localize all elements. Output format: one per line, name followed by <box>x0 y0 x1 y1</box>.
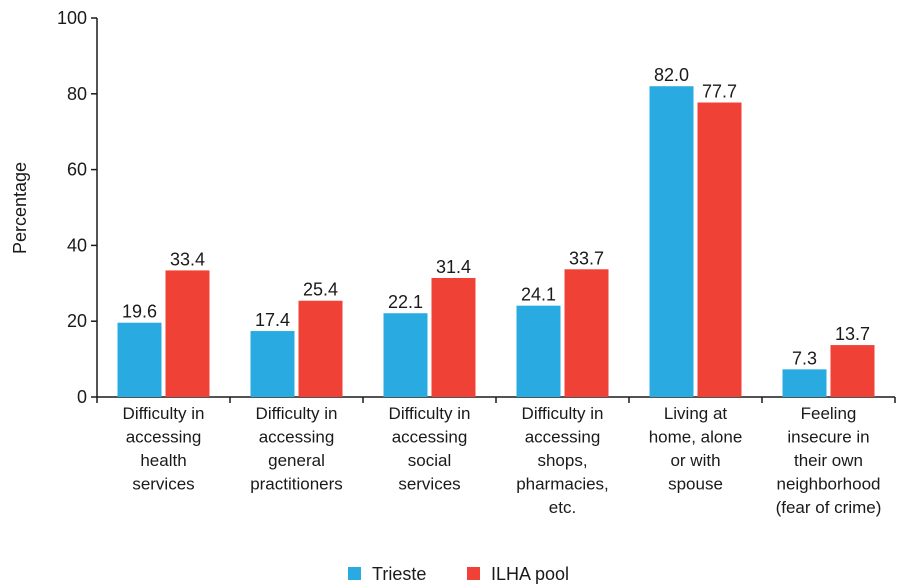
x-category-label-line: social <box>408 451 451 470</box>
x-category-label-line: their own <box>794 451 863 470</box>
bar <box>165 270 210 397</box>
x-category-label: Living at home, alone or with spouse <box>649 404 743 494</box>
y-axis-title: Percentage <box>10 162 30 254</box>
y-tick-label: 40 <box>67 235 87 255</box>
x-category-label-line: Living at <box>664 404 728 423</box>
x-category-label-line: insecure in <box>787 428 869 447</box>
x-category-label-line: general <box>268 451 325 470</box>
x-category-label-line: accessing <box>259 428 335 447</box>
bar <box>649 86 694 397</box>
x-category-label-line: Difficulty in <box>522 404 604 423</box>
bar <box>250 331 295 397</box>
x-category-label-line: Difficulty in <box>123 404 205 423</box>
x-category-label-line: health <box>140 451 186 470</box>
bar <box>383 313 428 397</box>
legend-label: Trieste <box>372 564 426 584</box>
x-category-label-line: or with <box>670 451 720 470</box>
plot-area: 0 20 40 60 80 100 19.6 33.4 Difficulty in accessi… <box>57 8 896 517</box>
y-tick-label: 60 <box>67 160 87 180</box>
data-label: 13.7 <box>835 324 870 344</box>
x-category-label: Feeling insecure in their own neighborhood (… <box>776 404 882 517</box>
data-label: 82.0 <box>654 65 689 85</box>
bar <box>564 269 609 397</box>
x-category-label-line: shops, <box>537 451 587 470</box>
data-label: 19.6 <box>122 302 157 322</box>
x-category-label-line: spouse <box>668 475 723 494</box>
x-category-label-line: (fear of crime) <box>776 498 882 517</box>
data-label: 31.4 <box>436 257 471 277</box>
x-category-label-line: accessing <box>392 428 468 447</box>
y-tick-label: 80 <box>67 84 87 104</box>
bar <box>117 322 162 397</box>
data-label: 25.4 <box>303 280 338 300</box>
bar <box>782 369 827 397</box>
data-label: 77.7 <box>702 82 737 102</box>
legend-swatch <box>467 567 480 580</box>
x-category-label-line: Difficulty in <box>389 404 471 423</box>
x-category-label-line: accessing <box>126 428 202 447</box>
x-category-label-line: pharmacies, <box>516 475 609 494</box>
x-category-label-line: Feeling <box>801 404 857 423</box>
legend: Trieste ILHA pool <box>348 564 569 584</box>
x-category-label-line: accessing <box>525 428 601 447</box>
legend-swatch <box>348 567 361 580</box>
legend-label: ILHA pool <box>491 564 569 584</box>
data-label: 33.7 <box>569 248 604 268</box>
x-category-label-line: etc. <box>549 498 576 517</box>
bar <box>697 102 742 397</box>
data-label: 33.4 <box>170 249 205 269</box>
x-category-label: Difficulty in accessing health services <box>123 404 205 494</box>
bar <box>830 345 875 397</box>
bar <box>298 300 343 397</box>
y-tick-label: 20 <box>67 311 87 331</box>
data-label: 7.3 <box>792 348 817 368</box>
x-category-label-line: services <box>132 475 194 494</box>
x-category-label: Difficulty in accessing shops, pharmacies, e… <box>516 404 609 517</box>
x-category-label-line: services <box>398 475 460 494</box>
y-tick-label: 100 <box>57 8 87 28</box>
x-category-label-line: Difficulty in <box>256 404 338 423</box>
data-label: 22.1 <box>388 292 423 312</box>
bar <box>431 277 476 397</box>
data-label: 17.4 <box>255 310 290 330</box>
x-category-label-line: practitioners <box>250 475 343 494</box>
x-category-label-line: neighborhood <box>777 475 881 494</box>
y-tick-label: 0 <box>77 387 87 407</box>
x-category-label: Difficulty in accessing social services <box>389 404 471 494</box>
bar <box>516 305 561 397</box>
data-label: 24.1 <box>521 285 556 305</box>
x-category-label-line: home, alone <box>649 428 743 447</box>
x-category-label: Difficulty in accessing general practitione… <box>250 404 343 494</box>
